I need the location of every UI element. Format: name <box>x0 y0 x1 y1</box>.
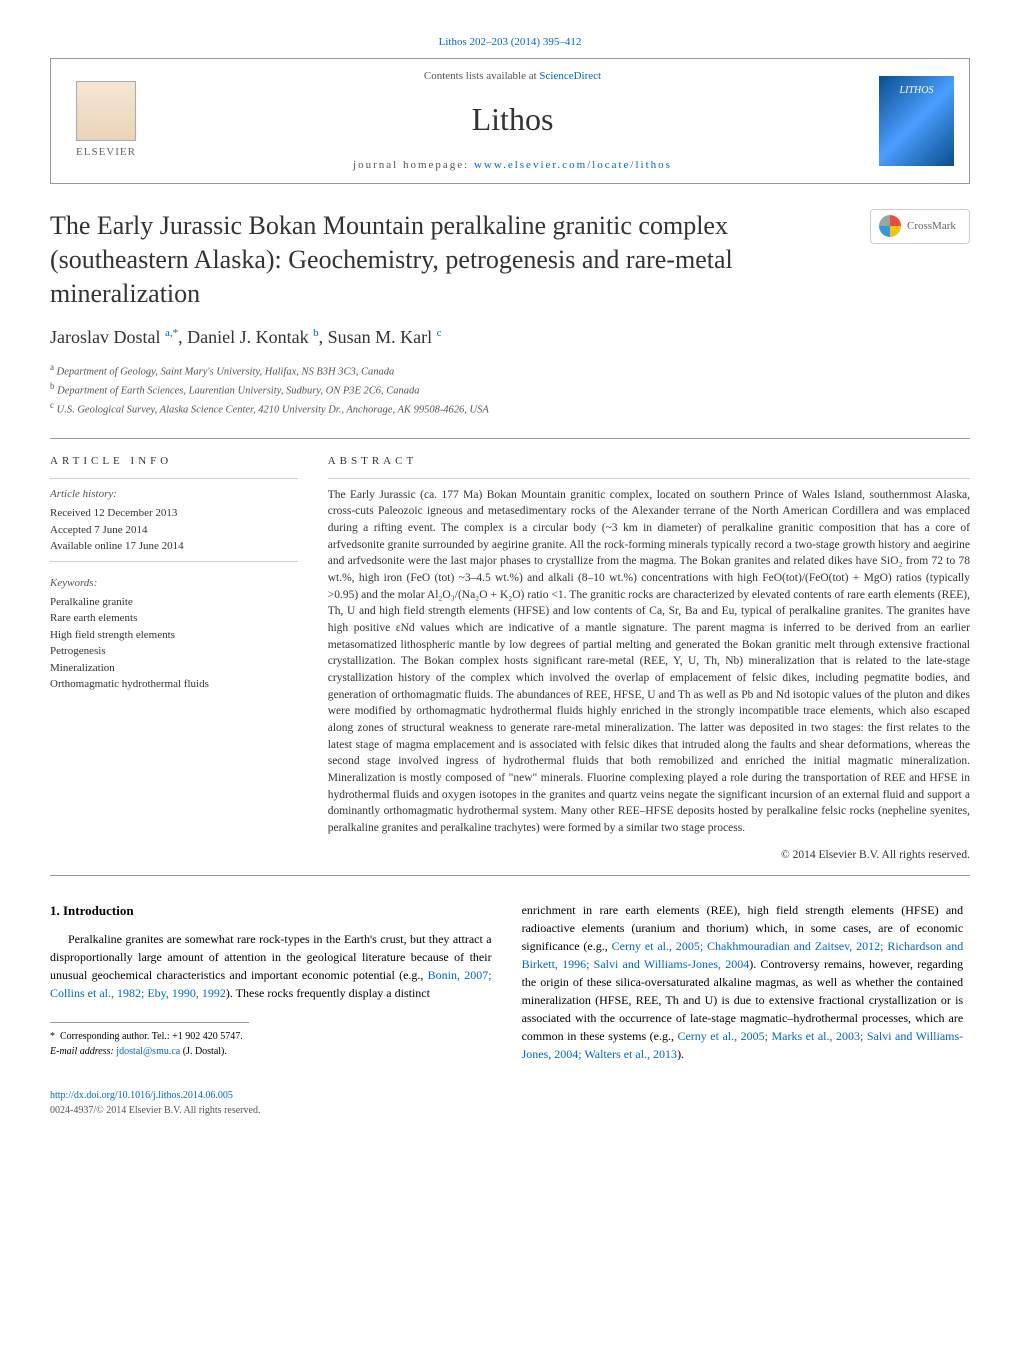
intro-text-pre: Peralkaline granites are somewhat rare r… <box>50 932 492 982</box>
affiliations: a Department of Geology, Saint Mary's Un… <box>50 361 970 419</box>
author-1-name: Jaroslav Dostal <box>50 327 165 347</box>
history-label: Article history: <box>50 487 298 502</box>
elsevier-tree-icon <box>76 81 136 141</box>
email-suffix: (J. Dostal). <box>180 1046 227 1057</box>
introduction-heading: 1. Introduction <box>50 901 492 921</box>
header-center: Contents lists available at ScienceDirec… <box>146 69 879 173</box>
contents-line: Contents lists available at ScienceDirec… <box>146 69 879 84</box>
journal-ref-link[interactable]: Lithos 202–203 (2014) 395–412 <box>439 36 582 48</box>
body-column-left: 1. Introduction Peralkaline granites are… <box>50 901 492 1063</box>
journal-name: Lithos <box>146 97 879 142</box>
homepage-prefix: journal homepage: <box>353 159 474 171</box>
article-title: The Early Jurassic Bokan Mountain peralk… <box>50 209 832 310</box>
keywords-label: Keywords: <box>50 576 298 591</box>
online-line: Available online 17 June 2014 <box>50 538 298 555</box>
title-section: The Early Jurassic Bokan Mountain peralk… <box>50 209 970 310</box>
affiliation-a: a Department of Geology, Saint Mary's Un… <box>50 361 970 380</box>
affiliation-a-text: Department of Geology, Saint Mary's Univ… <box>57 366 395 377</box>
affiliation-c: c U.S. Geological Survey, Alaska Science… <box>50 399 970 418</box>
abstract-heading: ABSTRACT <box>328 454 970 469</box>
journal-cover-thumbnail: LITHOS <box>879 76 954 166</box>
email-label: E-mail address: <box>50 1046 116 1057</box>
author-1-aff: a, <box>165 327 173 339</box>
crossmark-badge[interactable]: CrossMark <box>870 209 970 244</box>
cover-label: LITHOS <box>900 84 934 98</box>
abstract-text: The Early Jurassic (ca. 177 Ma) Bokan Mo… <box>328 487 970 837</box>
article-info-column: ARTICLE INFO Article history: Received 1… <box>50 454 298 863</box>
abstract-column: ABSTRACT The Early Jurassic (ca. 177 Ma)… <box>328 454 970 863</box>
journal-reference: Lithos 202–203 (2014) 395–412 <box>50 35 970 50</box>
email-link[interactable]: jdostal@smu.ca <box>116 1046 180 1057</box>
info-abstract-row: ARTICLE INFO Article history: Received 1… <box>50 454 970 863</box>
received-line: Received 12 December 2013 <box>50 505 298 522</box>
contents-prefix: Contents lists available at <box>424 70 539 82</box>
sub-divider <box>328 478 970 479</box>
elsevier-logo: ELSEVIER <box>66 76 146 166</box>
sciencedirect-link[interactable]: ScienceDirect <box>539 70 601 82</box>
keyword-3: Petrogenesis <box>50 643 298 660</box>
sub-divider <box>50 561 298 562</box>
page-footer: http://dx.doi.org/10.1016/j.lithos.2014.… <box>50 1088 970 1118</box>
journal-header-box: ELSEVIER Contents lists available at Sci… <box>50 58 970 184</box>
intro-paragraph-1-continued: enrichment in rare earth elements (REE),… <box>522 901 964 1063</box>
col2-text-post: ). <box>677 1047 684 1061</box>
corresponding-footnote: * Corresponding author. Tel.: +1 902 420… <box>50 1022 249 1059</box>
elsevier-label: ELSEVIER <box>76 145 136 160</box>
affiliation-c-text: U.S. Geological Survey, Alaska Science C… <box>57 405 489 416</box>
accepted-line: Accepted 7 June 2014 <box>50 522 298 539</box>
keyword-0: Peralkaline granite <box>50 594 298 611</box>
homepage-link[interactable]: www.elsevier.com/locate/lithos <box>474 159 672 171</box>
author-2-name: , Daniel J. Kontak <box>178 327 313 347</box>
homepage-line: journal homepage: www.elsevier.com/locat… <box>146 158 879 173</box>
doi-link[interactable]: http://dx.doi.org/10.1016/j.lithos.2014.… <box>50 1090 233 1101</box>
author-3-aff: c <box>437 327 442 339</box>
affiliation-b-text: Department of Earth Sciences, Laurentian… <box>57 385 419 396</box>
author-3-name: , Susan M. Karl <box>319 327 437 347</box>
keyword-2: High field strength elements <box>50 627 298 644</box>
body-two-column: 1. Introduction Peralkaline granites are… <box>50 901 970 1063</box>
footnote-star: * <box>50 1031 55 1042</box>
sub-divider <box>50 478 298 479</box>
keyword-5: Orthomagmatic hydrothermal fluids <box>50 676 298 693</box>
issn-copyright-line: 0024-4937/© 2014 Elsevier B.V. All right… <box>50 1105 260 1116</box>
footnote-line-1: * Corresponding author. Tel.: +1 902 420… <box>50 1029 249 1044</box>
abstract-copyright: © 2014 Elsevier B.V. All rights reserved… <box>328 847 970 863</box>
article-info-heading: ARTICLE INFO <box>50 454 298 469</box>
intro-text-post: ). These rocks frequently display a dist… <box>226 986 430 1000</box>
keyword-4: Mineralization <box>50 660 298 677</box>
intro-paragraph-1: Peralkaline granites are somewhat rare r… <box>50 930 492 1002</box>
divider <box>50 875 970 876</box>
keyword-1: Rare earth elements <box>50 610 298 627</box>
divider <box>50 438 970 439</box>
affiliation-b: b Department of Earth Sciences, Laurenti… <box>50 380 970 399</box>
footnote-line-2: E-mail address: jdostal@smu.ca (J. Dosta… <box>50 1044 249 1059</box>
body-column-right: enrichment in rare earth elements (REE),… <box>522 901 964 1063</box>
crossmark-label: CrossMark <box>907 219 956 234</box>
corresponding-text: Corresponding author. Tel.: +1 902 420 5… <box>60 1031 243 1042</box>
crossmark-icon <box>879 215 901 237</box>
authors-line: Jaroslav Dostal a,*, Daniel J. Kontak b,… <box>50 325 970 350</box>
